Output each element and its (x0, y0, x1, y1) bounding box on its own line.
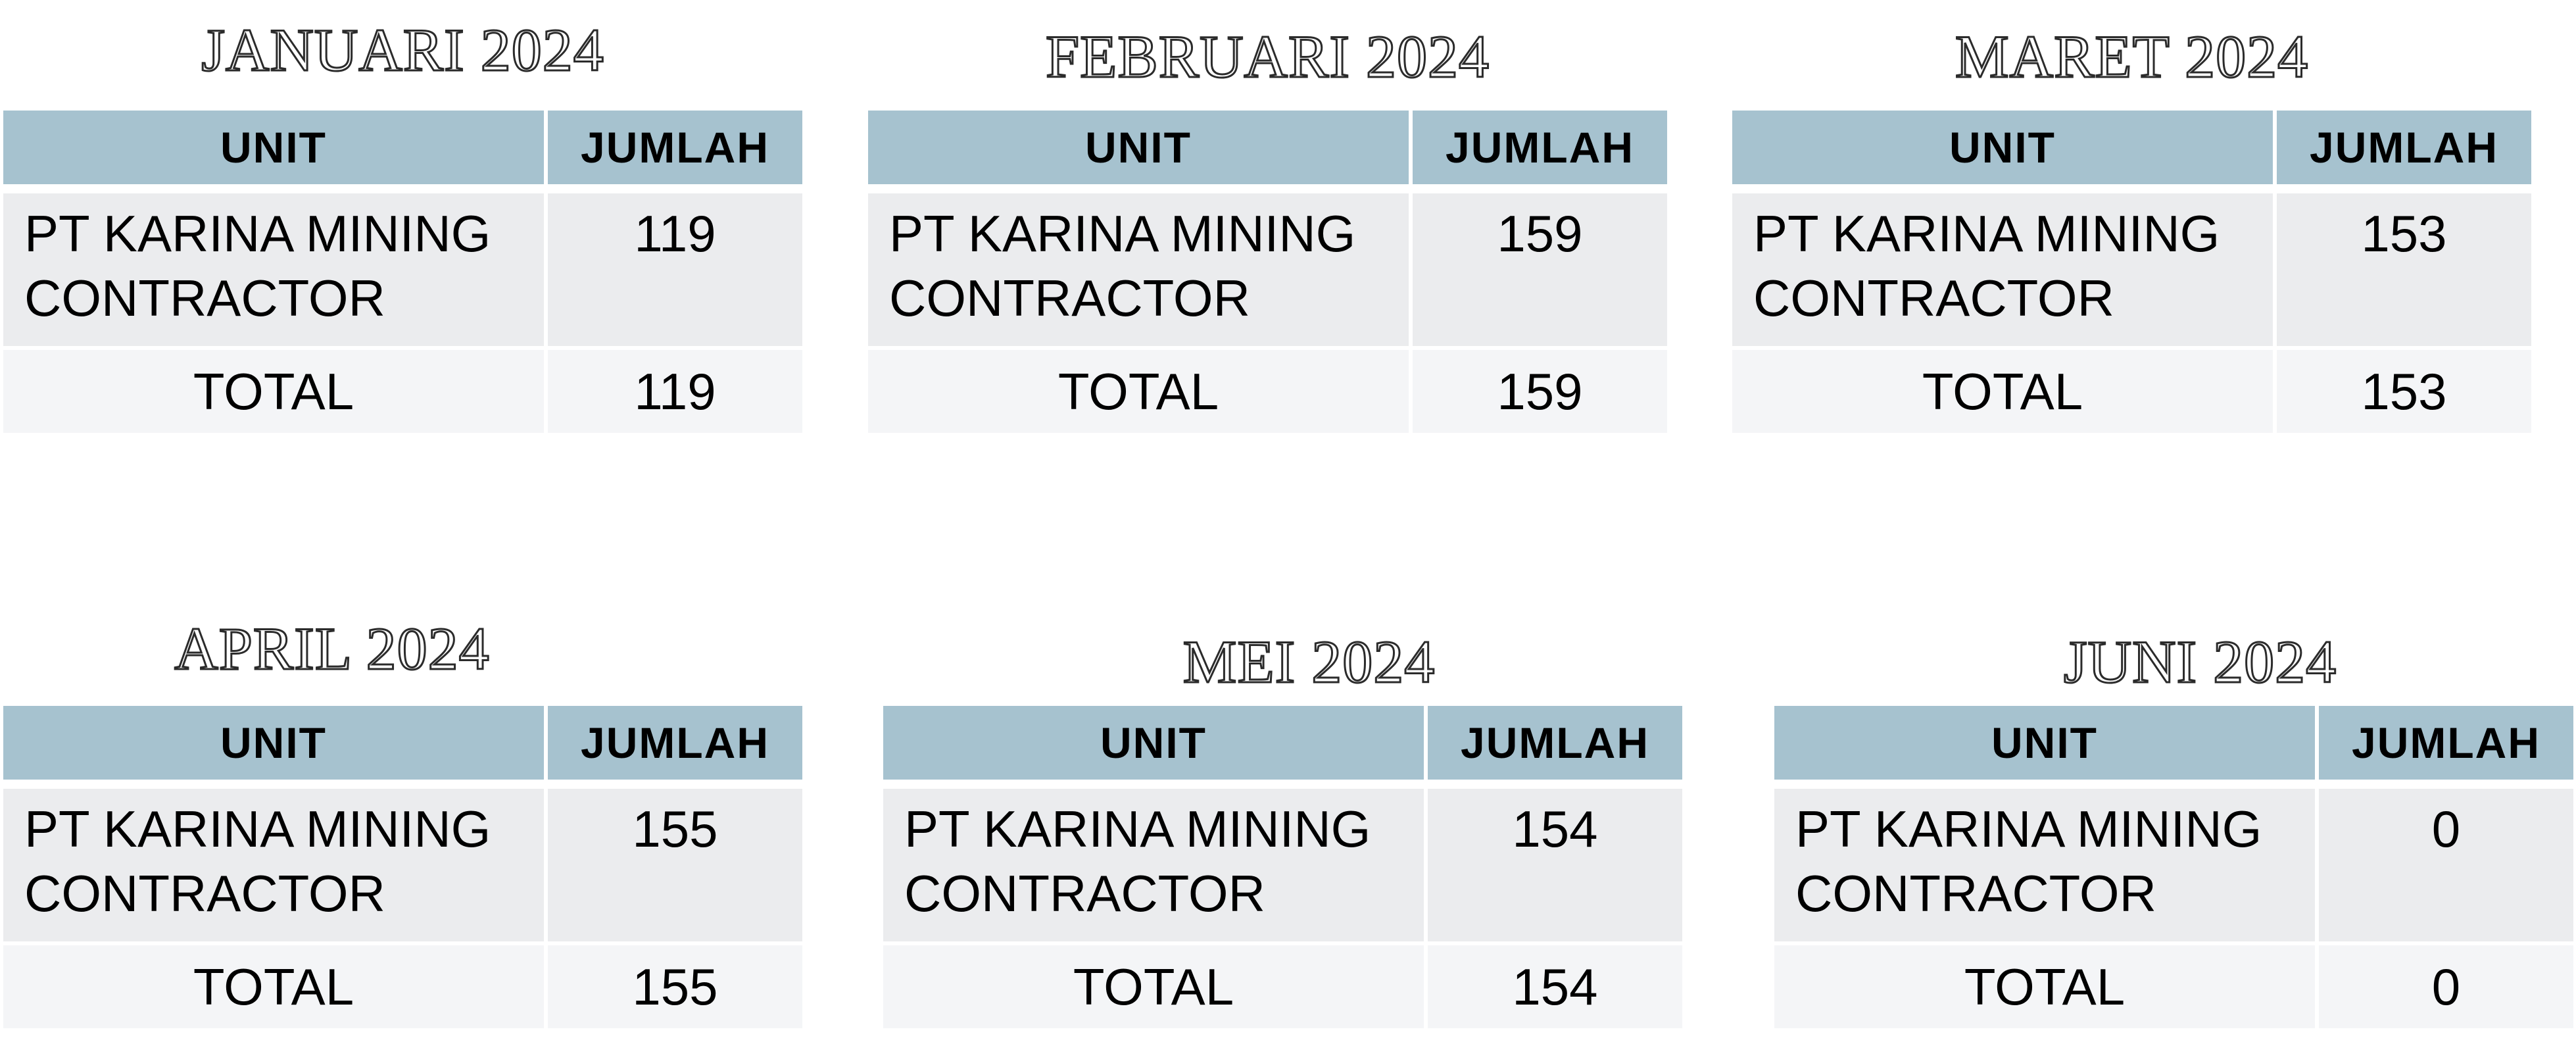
unit-name-line2: CONTRACTOR (1795, 864, 2156, 922)
total-row: TOTAL 0 (1774, 943, 2573, 1032)
unit-name-line1: PT KARINA MINING (24, 205, 491, 262)
unit-cell: PT KARINA MINING CONTRACTOR (1774, 784, 2319, 945)
table-row: PT KARINA MINING CONTRACTOR 159 (868, 189, 1667, 350)
total-value: 154 (1426, 943, 1682, 1032)
unit-name-line1: PT KARINA MINING (1753, 205, 2220, 262)
table-row: PT KARINA MINING CONTRACTOR 154 (883, 784, 1682, 945)
month-title: APRIL 2024 (174, 615, 490, 682)
jumlah-cell: 0 (2317, 784, 2573, 945)
total-label: TOTAL (1732, 348, 2277, 437)
total-row: TOTAL 119 (3, 348, 802, 437)
table-header-row: UNIT JUMLAH (1732, 111, 2531, 193)
total-label: TOTAL (1774, 943, 2319, 1032)
table-header-row: UNIT JUMLAH (868, 111, 1667, 193)
month-table: UNIT JUMLAH PT KARINA MINING CONTRACTOR … (3, 706, 802, 1032)
header-jumlah: JUMLAH (546, 111, 802, 193)
header-jumlah: JUMLAH (2317, 706, 2573, 789)
total-value: 0 (2317, 943, 2573, 1032)
header-jumlah: JUMLAH (546, 706, 802, 789)
total-label: TOTAL (868, 348, 1413, 437)
header-unit: UNIT (3, 706, 548, 789)
jumlah-cell: 159 (1411, 189, 1667, 350)
unit-name-line2: CONTRACTOR (24, 864, 385, 922)
month-table: UNIT JUMLAH PT KARINA MINING CONTRACTOR … (1774, 706, 2573, 1032)
header-unit: UNIT (1774, 706, 2319, 789)
month-title: MARET 2024 (1954, 23, 2309, 90)
month-table: UNIT JUMLAH PT KARINA MINING CONTRACTOR … (3, 111, 802, 437)
table-row: PT KARINA MINING CONTRACTOR 155 (3, 784, 802, 945)
header-unit: UNIT (883, 706, 1428, 789)
unit-name-line2: CONTRACTOR (1753, 269, 2114, 327)
total-row: TOTAL 159 (868, 348, 1667, 437)
total-row: TOTAL 155 (3, 943, 802, 1032)
month-table: UNIT JUMLAH PT KARINA MINING CONTRACTOR … (1732, 111, 2531, 437)
jumlah-cell: 154 (1426, 784, 1682, 945)
header-jumlah: JUMLAH (2275, 111, 2531, 193)
total-label: TOTAL (883, 943, 1428, 1032)
unit-name-line2: CONTRACTOR (889, 269, 1250, 327)
header-unit: UNIT (3, 111, 548, 193)
unit-name-line2: CONTRACTOR (24, 269, 385, 327)
total-label: TOTAL (3, 348, 548, 437)
unit-cell: PT KARINA MINING CONTRACTOR (3, 784, 548, 945)
header-unit: UNIT (868, 111, 1413, 193)
unit-name-line1: PT KARINA MINING (904, 800, 1371, 858)
table-header-row: UNIT JUMLAH (1774, 706, 2573, 789)
total-label: TOTAL (3, 943, 548, 1032)
unit-cell: PT KARINA MINING CONTRACTOR (3, 189, 548, 350)
jumlah-cell: 155 (546, 784, 802, 945)
total-row: TOTAL 154 (883, 943, 1682, 1032)
table-row: PT KARINA MINING CONTRACTOR 153 (1732, 189, 2531, 350)
unit-name-line1: PT KARINA MINING (24, 800, 491, 858)
header-jumlah: JUMLAH (1411, 111, 1667, 193)
month-table: UNIT JUMLAH PT KARINA MINING CONTRACTOR … (883, 706, 1682, 1032)
unit-name-line1: PT KARINA MINING (889, 205, 1356, 262)
jumlah-cell: 119 (546, 189, 802, 350)
unit-name-line2: CONTRACTOR (904, 864, 1265, 922)
unit-cell: PT KARINA MINING CONTRACTOR (883, 784, 1428, 945)
table-header-row: UNIT JUMLAH (3, 111, 802, 193)
total-value: 155 (546, 943, 802, 1032)
month-title: JANUARI 2024 (201, 16, 605, 84)
month-table: UNIT JUMLAH PT KARINA MINING CONTRACTOR … (868, 111, 1667, 437)
total-row: TOTAL 153 (1732, 348, 2531, 437)
month-title: FEBRUARI 2024 (1045, 23, 1490, 90)
table-header-row: UNIT JUMLAH (3, 706, 802, 789)
jumlah-cell: 153 (2275, 189, 2531, 350)
unit-cell: PT KARINA MINING CONTRACTOR (868, 189, 1413, 350)
month-title: JUNI 2024 (2062, 628, 2337, 695)
unit-cell: PT KARINA MINING CONTRACTOR (1732, 189, 2277, 350)
total-value: 153 (2275, 348, 2531, 437)
table-header-row: UNIT JUMLAH (883, 706, 1682, 789)
unit-name-line1: PT KARINA MINING (1795, 800, 2262, 858)
month-title: MEI 2024 (1182, 628, 1436, 695)
header-unit: UNIT (1732, 111, 2277, 193)
table-row: PT KARINA MINING CONTRACTOR 0 (1774, 784, 2573, 945)
total-value: 119 (546, 348, 802, 437)
total-value: 159 (1411, 348, 1667, 437)
table-row: PT KARINA MINING CONTRACTOR 119 (3, 189, 802, 350)
header-jumlah: JUMLAH (1426, 706, 1682, 789)
